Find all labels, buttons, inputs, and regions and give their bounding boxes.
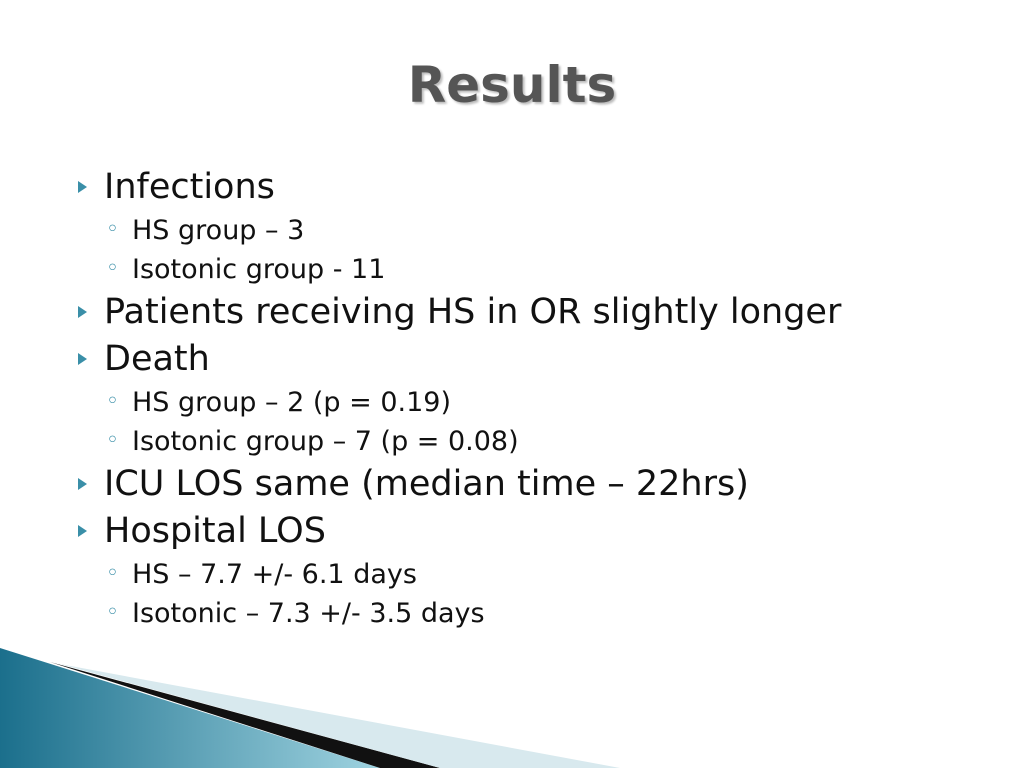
bullet: Hospital LOS [76, 508, 996, 555]
bullet: ICU LOS same (median time – 22hrs) [76, 461, 996, 508]
decoration [0, 648, 620, 768]
slide-title: Results [407, 56, 617, 114]
sub-bullet: Isotonic – 7.3 +/- 3.5 days [76, 593, 996, 633]
sub-bullet: HS group – 2 (p = 0.19) [76, 382, 996, 422]
bullet-list: InfectionsHS group – 3Isotonic group - 1… [76, 164, 996, 633]
bullet: Patients receiving HS in OR slightly lon… [76, 289, 996, 336]
bullet: Death [76, 336, 996, 383]
sub-bullet: HS – 7.7 +/- 6.1 days [76, 554, 996, 594]
bullet: Infections [76, 164, 996, 211]
sub-bullet: Isotonic group - 11 [76, 249, 996, 289]
sub-bullet: HS group – 3 [76, 210, 996, 250]
sub-bullet: Isotonic group – 7 (p = 0.08) [76, 421, 996, 461]
